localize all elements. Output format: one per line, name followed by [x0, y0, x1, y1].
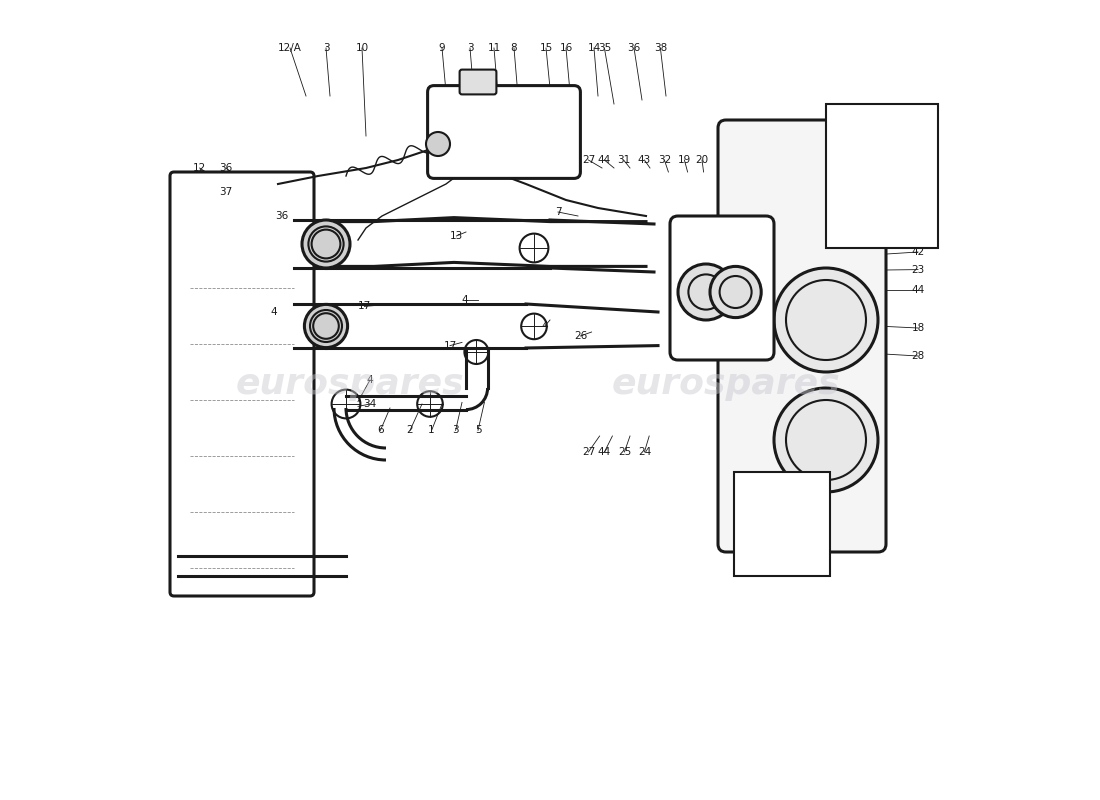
Text: 28: 28 — [912, 351, 925, 361]
FancyBboxPatch shape — [170, 172, 314, 596]
Text: 5: 5 — [475, 426, 482, 435]
Text: 36: 36 — [219, 163, 232, 173]
Text: 3: 3 — [466, 43, 473, 53]
Text: 36: 36 — [627, 43, 640, 53]
Text: 4: 4 — [462, 295, 469, 305]
Text: 35: 35 — [597, 43, 611, 53]
Text: 23: 23 — [912, 265, 925, 274]
Text: 26: 26 — [574, 331, 587, 341]
Text: 27: 27 — [582, 155, 595, 165]
Text: 9: 9 — [439, 43, 446, 53]
Text: 4: 4 — [271, 307, 277, 317]
Text: 15: 15 — [539, 43, 552, 53]
FancyBboxPatch shape — [670, 216, 774, 360]
Text: 1: 1 — [428, 426, 435, 435]
Bar — [734, 472, 830, 576]
Text: 46: 46 — [844, 219, 857, 229]
Text: 11: 11 — [487, 43, 500, 53]
Text: 17: 17 — [358, 302, 371, 311]
Text: 2: 2 — [407, 426, 414, 435]
Text: 44: 44 — [912, 285, 925, 294]
Text: 17: 17 — [443, 341, 456, 350]
Text: 37: 37 — [219, 187, 232, 197]
Text: 10: 10 — [355, 43, 368, 53]
Text: 41: 41 — [912, 227, 925, 237]
Circle shape — [851, 166, 880, 194]
Text: 20: 20 — [695, 155, 708, 165]
Text: eurospares: eurospares — [612, 367, 840, 401]
Text: 38: 38 — [653, 43, 667, 53]
Text: 8: 8 — [510, 43, 517, 53]
FancyBboxPatch shape — [428, 86, 581, 178]
Text: eurospares: eurospares — [235, 367, 464, 401]
Text: 27: 27 — [582, 447, 595, 457]
Circle shape — [426, 132, 450, 156]
Text: 22: 22 — [912, 131, 925, 141]
Text: 45: 45 — [844, 119, 857, 129]
Text: 40: 40 — [912, 191, 925, 201]
Text: 31: 31 — [617, 155, 630, 165]
Circle shape — [774, 388, 878, 492]
Text: 3: 3 — [452, 426, 459, 435]
Text: 7: 7 — [554, 207, 561, 217]
Text: 42: 42 — [912, 211, 925, 221]
Text: 13: 13 — [450, 231, 463, 241]
Text: 16: 16 — [560, 43, 573, 53]
Text: 25: 25 — [618, 447, 631, 457]
Text: 44: 44 — [597, 447, 611, 457]
FancyBboxPatch shape — [460, 70, 496, 94]
Text: 12: 12 — [192, 163, 206, 173]
Text: 3: 3 — [322, 43, 329, 53]
FancyBboxPatch shape — [718, 120, 886, 552]
Text: 34: 34 — [363, 399, 376, 409]
Text: 19: 19 — [678, 155, 691, 165]
Circle shape — [710, 266, 761, 318]
Circle shape — [305, 304, 348, 347]
Text: 42: 42 — [912, 247, 925, 257]
Text: 12/A: 12/A — [278, 43, 301, 53]
Text: 36: 36 — [275, 211, 288, 221]
Text: 44: 44 — [597, 155, 611, 165]
Text: 18: 18 — [912, 323, 925, 333]
Circle shape — [302, 220, 350, 268]
Text: 24: 24 — [638, 447, 651, 457]
Circle shape — [678, 264, 734, 320]
Bar — [826, 104, 938, 248]
Text: 21: 21 — [912, 111, 925, 121]
Text: 32: 32 — [658, 155, 671, 165]
Text: 4: 4 — [366, 375, 373, 385]
Text: 6: 6 — [377, 426, 384, 435]
Text: 14: 14 — [587, 43, 601, 53]
Text: 4: 4 — [541, 322, 548, 331]
Circle shape — [774, 268, 878, 372]
Text: 31: 31 — [756, 562, 769, 571]
Text: 43: 43 — [638, 155, 651, 165]
